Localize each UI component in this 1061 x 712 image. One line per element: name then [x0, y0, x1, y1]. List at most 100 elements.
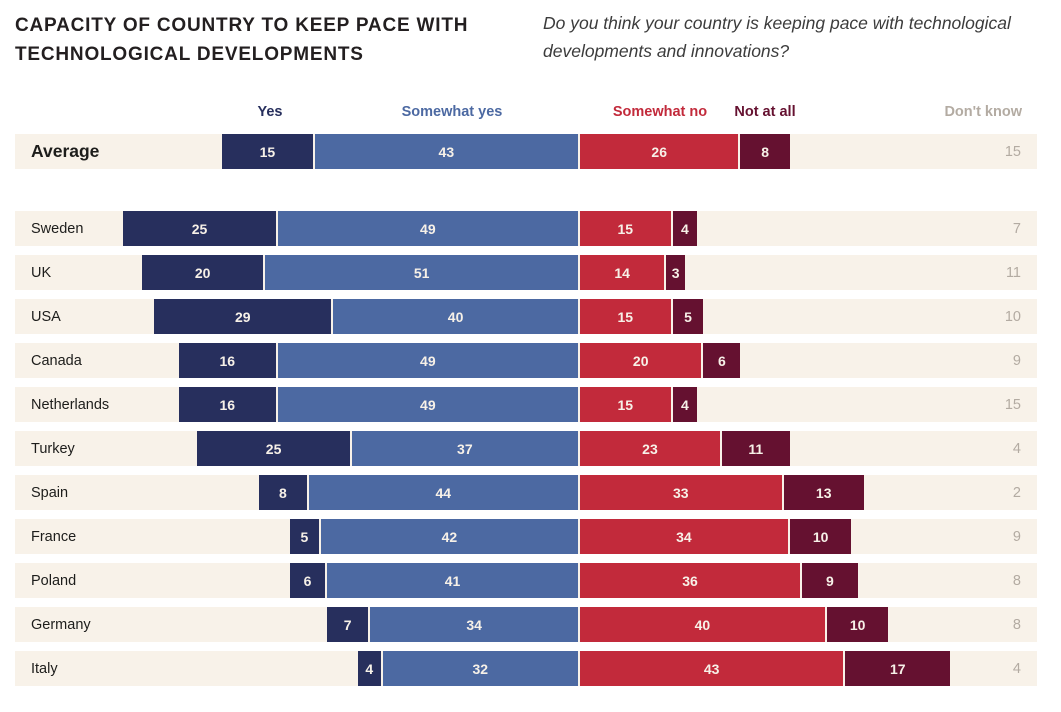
- bar-segment-somewhat-yes: 37: [351, 431, 578, 466]
- bar-value: 5: [684, 308, 692, 325]
- dont-know-value: 7: [1012, 220, 1021, 237]
- bar-segment-somewhat-no: 36: [580, 563, 801, 598]
- bar-segment-yes: 8: [259, 475, 307, 510]
- bar-value: 36: [682, 572, 698, 589]
- bar-segment-not-at-all: 4: [672, 387, 698, 422]
- bar-value: 51: [413, 264, 430, 281]
- bar-segment-somewhat-no: 15: [580, 211, 671, 246]
- bar-value: 3: [671, 264, 680, 281]
- bar-segment-somewhat-no: 40: [580, 607, 825, 642]
- bar-value: 41: [444, 572, 461, 589]
- bar-segment-yes: 4: [357, 651, 381, 686]
- row-label-netherlands: Netherlands: [31, 396, 110, 413]
- bar-value: 10: [812, 528, 829, 545]
- bar-value: 15: [617, 308, 634, 325]
- bar-segment-somewhat-no: 33: [580, 475, 782, 510]
- bar-segment-somewhat-yes: 49: [277, 387, 578, 422]
- bar-value: 34: [676, 528, 692, 545]
- bar-value: 15: [617, 396, 634, 413]
- bar-value: 11: [748, 440, 764, 457]
- bar-segment-yes: 25: [123, 211, 276, 246]
- bar-value: 16: [219, 396, 236, 413]
- bar-value: 43: [703, 660, 720, 677]
- chart-row-average: Average 15 43 26 8 15: [15, 134, 1037, 169]
- bar-value: 40: [694, 616, 711, 633]
- row-label-average: Average: [31, 141, 100, 161]
- bar-value: 6: [718, 352, 726, 369]
- chart-title: CAPACITY OF COUNTRY TO KEEP PACE WITH TE…: [15, 15, 469, 65]
- dont-know-value: 4: [1012, 660, 1021, 677]
- survey-question: Do you think your country is keeping pac…: [543, 13, 1011, 61]
- row-label-france: France: [31, 528, 77, 545]
- dont-know-value: 8: [1012, 616, 1021, 633]
- bar-value: 26: [651, 143, 667, 160]
- chart-row-france: France 5 42 34 10 9: [15, 519, 1037, 554]
- row-label-germany: Germany: [31, 616, 91, 633]
- bar-segment-not-at-all: 10: [826, 607, 889, 642]
- bar-value: 4: [680, 220, 689, 237]
- bar-value: 33: [673, 484, 689, 501]
- bar-segment-not-at-all: 6: [703, 343, 741, 378]
- row-label-italy: Italy: [31, 660, 58, 677]
- bar-segment-somewhat-no: 34: [580, 519, 788, 554]
- bar-segment-somewhat-no: 20: [580, 343, 702, 378]
- bar-value: 15: [617, 220, 634, 237]
- bar-segment-somewhat-no: 23: [580, 431, 720, 466]
- bar-segment-not-at-all: 9: [802, 563, 858, 598]
- bar-segment-somewhat-yes: 34: [370, 607, 578, 642]
- bar-segment-yes: 20: [141, 255, 264, 290]
- bar-segment-yes: 6: [290, 563, 326, 598]
- bar-segment-yes: 25: [197, 431, 350, 466]
- bar-value: 7: [343, 616, 352, 633]
- dont-know-value: 15: [1004, 143, 1021, 160]
- chart-row-italy: Italy 4 32 43 17 4: [15, 651, 1037, 686]
- bar-value: 8: [761, 143, 769, 160]
- bar-segment-somewhat-no: 26: [580, 134, 739, 169]
- chart-row-netherlands: Netherlands 16 49 15 4 15: [15, 387, 1037, 422]
- bar-value: 34: [466, 616, 482, 633]
- chart-row-turkey: Turkey 25 37 23 11 4: [15, 431, 1037, 466]
- dont-know-value: 15: [1004, 396, 1021, 413]
- chart-legend: Yes Somewhat yes Somewhat no Not at all …: [0, 104, 1061, 122]
- bar-value: 49: [420, 396, 436, 413]
- chart-row-usa: USA 29 40 15 5 10: [15, 299, 1037, 334]
- row-label-sweden: Sweden: [31, 220, 84, 237]
- bar-value: 37: [457, 440, 473, 457]
- bar-value: 10: [849, 616, 866, 633]
- bar-value: 15: [259, 143, 276, 160]
- bar-value: 4: [365, 660, 374, 677]
- bar-segment-not-at-all: 13: [783, 475, 864, 510]
- dont-know-value: 10: [1004, 308, 1021, 325]
- bar-segment-not-at-all: 17: [845, 651, 951, 686]
- row-label-canada: Canada: [31, 352, 82, 369]
- bar-value: 32: [472, 660, 489, 677]
- bar-segment-yes: 29: [154, 299, 332, 334]
- chart-row-sweden: Sweden 25 49 15 4 7: [15, 211, 1037, 246]
- bar-segment-somewhat-yes: 49: [277, 343, 578, 378]
- bar-segment-somewhat-yes: 51: [265, 255, 578, 290]
- bar-segment-somewhat-yes: 43: [314, 134, 578, 169]
- bar-value: 20: [632, 352, 649, 369]
- dont-know-value: 4: [1012, 440, 1021, 457]
- bar-value: 9: [825, 572, 834, 589]
- bar-value: 17: [889, 660, 906, 677]
- dont-know-value: 9: [1012, 352, 1021, 369]
- bar-value: 20: [194, 264, 211, 281]
- chart-row-canada: Canada 16 49 20 6 9: [15, 343, 1037, 378]
- bar-segment-somewhat-yes: 40: [333, 299, 578, 334]
- bar-value: 5: [300, 528, 309, 545]
- bar-value: 44: [435, 484, 452, 501]
- bar-value: 40: [447, 308, 464, 325]
- bar-segment-somewhat-yes: 41: [327, 563, 578, 598]
- bar-value: 25: [265, 440, 282, 457]
- row-label-turkey: Turkey: [31, 440, 75, 457]
- dont-know-value: 2: [1012, 484, 1021, 501]
- bar-segment-somewhat-yes: 49: [277, 211, 578, 246]
- dont-know-value: 9: [1012, 528, 1021, 545]
- bar-segment-somewhat-yes: 32: [382, 651, 578, 686]
- legend-item-not-at-all: Not at all: [734, 104, 796, 120]
- bar-value: 42: [441, 528, 458, 545]
- bar-value: 4: [680, 396, 689, 413]
- chart-row-poland: Poland 6 41 36 9 8: [15, 563, 1037, 598]
